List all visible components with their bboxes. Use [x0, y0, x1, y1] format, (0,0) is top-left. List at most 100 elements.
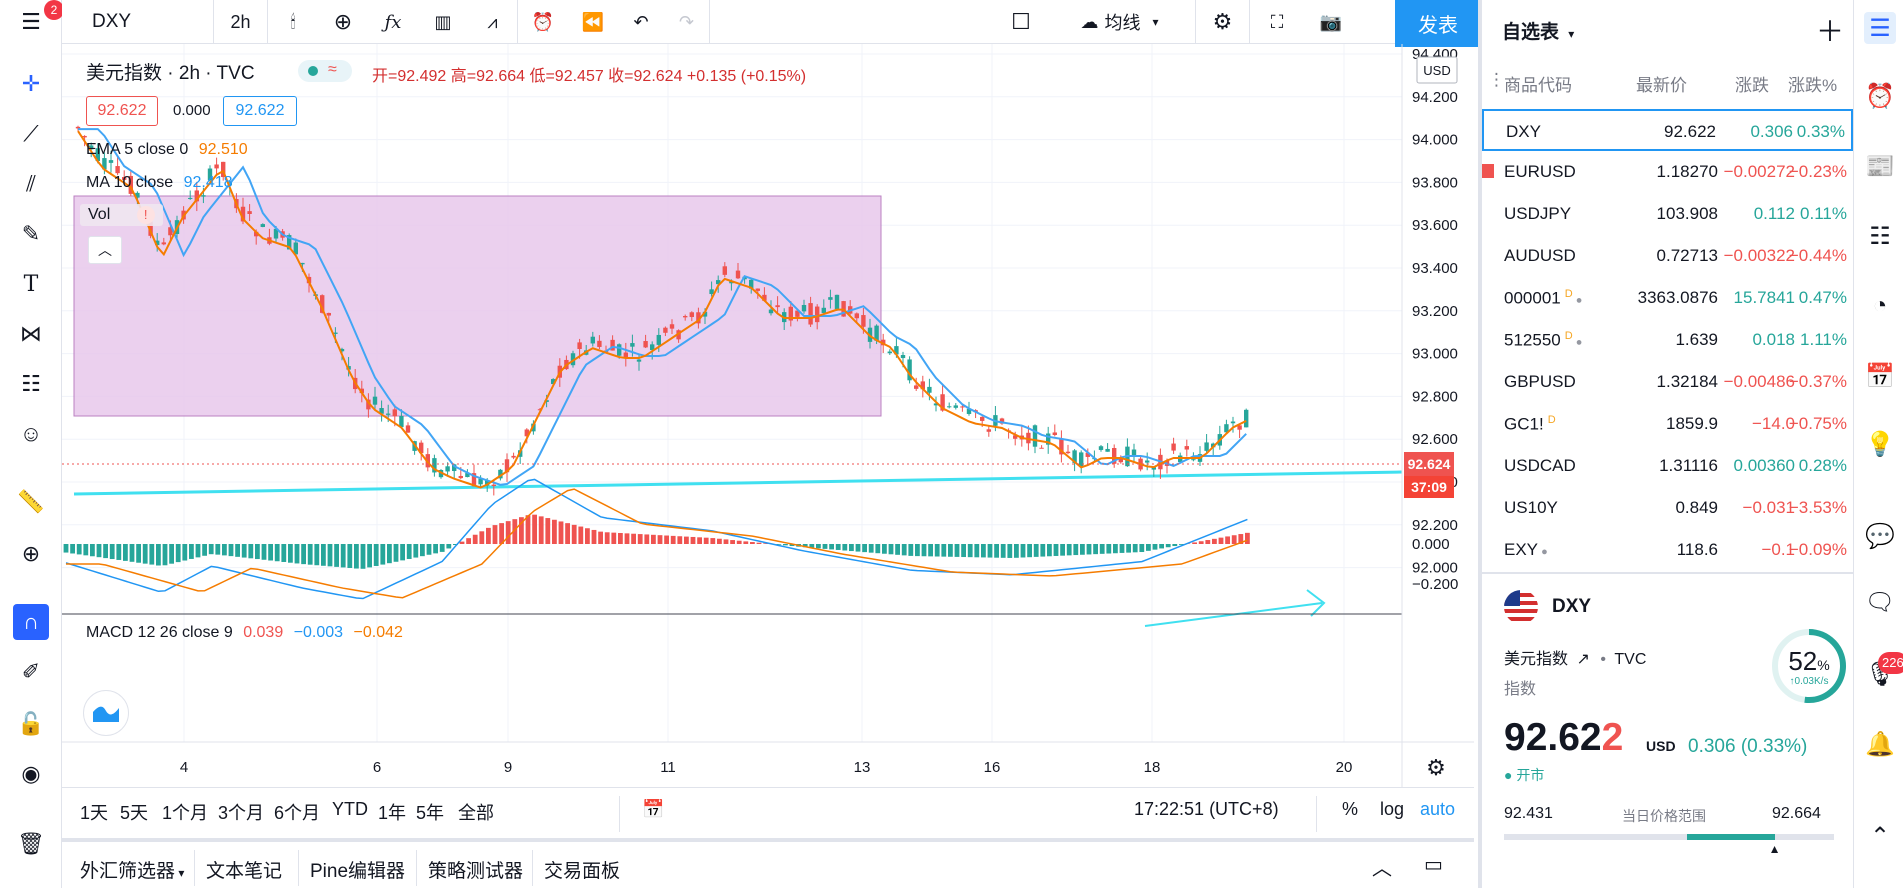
header-change-pct[interactable]: 涨跌%	[1788, 76, 1838, 95]
chart-canvas[interactable]: 94.40094.20094.00093.80093.60093.40093.2…	[62, 44, 1474, 787]
hotlists-icon[interactable]: ◔	[1872, 292, 1888, 319]
calendar-icon[interactable]: 📅	[1865, 362, 1895, 390]
range-button[interactable]: 1年	[378, 803, 407, 823]
header-last[interactable]: 最新价	[1636, 76, 1687, 95]
header-change[interactable]: 涨跌	[1735, 76, 1769, 95]
brush-icon[interactable]: ✎	[21, 221, 41, 246]
ema-legend[interactable]: EMA 5 close 0 92.510	[86, 141, 248, 159]
interval-button[interactable]: 2h	[214, 0, 268, 44]
menu-icon[interactable]: ☰	[21, 9, 41, 34]
text-tool-icon[interactable]: T	[23, 271, 39, 297]
watchlist-row[interactable]: US10Y 0.849 −0.031 −3.53%	[1482, 487, 1853, 529]
replay-icon[interactable]: ⏪	[581, 11, 605, 32]
bottom-tab[interactable]: 策略测试器	[428, 861, 524, 882]
watchlist-row[interactable]: EURUSD 1.18270 −0.00272 −0.23%	[1482, 151, 1853, 193]
magnet-icon[interactable]: ∩	[13, 604, 49, 640]
log-scale-button[interactable]: log	[1380, 799, 1405, 819]
range-button[interactable]: 5天	[120, 803, 149, 823]
watchlist-row[interactable]: USDCAD 1.31116 0.00360 0.28%	[1482, 445, 1853, 487]
add-symbol-icon[interactable]: ＋	[1816, 16, 1845, 47]
chat-icon[interactable]: 💬	[1865, 522, 1895, 550]
watchlist-row[interactable]: 512550 D ● 1.639 0.018 1.11%	[1482, 319, 1853, 361]
watchlist-row[interactable]: 000001 D ● 3363.0876 15.7841 0.47%	[1482, 277, 1853, 319]
auto-scale-button[interactable]: auto	[1420, 799, 1456, 819]
templates-icon[interactable]: ▥	[434, 11, 452, 32]
unlock-icon[interactable]: 🔓	[17, 711, 45, 736]
range-button[interactable]: 3个月	[218, 803, 265, 823]
crosshair-icon[interactable]: ✛	[21, 71, 41, 96]
alerts-clock-icon[interactable]: ⏰	[1865, 82, 1895, 110]
zoom-in-icon[interactable]: ⊕	[21, 541, 41, 566]
percent-scale-button[interactable]: %	[1342, 799, 1359, 819]
external-link-icon[interactable]: ↗	[1576, 651, 1590, 668]
vol-legend[interactable]: Vol !	[80, 204, 163, 226]
watchlist-row[interactable]: EXY ● 118.6 −0.1 −0.09%	[1482, 529, 1853, 571]
macd-legend[interactable]: MACD 12 26 close 9 0.039 −0.003 −0.042	[86, 624, 403, 642]
range-button[interactable]: YTD	[332, 799, 368, 819]
watchlist-title[interactable]: 自选表 ▾	[1502, 17, 1574, 44]
date-range-icon[interactable]: 📅	[642, 799, 665, 819]
drag-handle-icon[interactable]: ⋮	[1488, 70, 1505, 89]
chevron-up-icon[interactable]: ︿	[1372, 858, 1392, 880]
publish-button[interactable]: 发表	[1395, 0, 1481, 47]
vol-warning-icon[interactable]: !	[136, 206, 155, 224]
buy-price-box[interactable]: 92.622	[223, 96, 297, 126]
alert-icon[interactable]: ⏰	[531, 11, 555, 32]
undo-icon[interactable]: ↶	[633, 11, 649, 32]
settings-gear-icon[interactable]: ⚙	[1196, 0, 1250, 44]
bottom-tab[interactable]: 外汇筛选器 ▾	[80, 861, 185, 882]
emoji-icon[interactable]: ☺	[19, 421, 43, 446]
flag-icon[interactable]	[1482, 164, 1494, 178]
trash-icon[interactable]: 🗑	[17, 831, 45, 856]
speed-gauge[interactable]: 52% ↑0.03K/s	[1769, 626, 1849, 706]
watchlist-icon[interactable]: ☰	[1864, 12, 1896, 44]
fullscreen-icon[interactable]: ⛶	[1270, 11, 1284, 32]
watchlist-row[interactable]: DXY 92.622 0.306 0.33%	[1482, 109, 1853, 151]
eye-icon[interactable]: ◉	[21, 761, 41, 786]
fib-tool-icon[interactable]: ⫽	[26, 171, 36, 196]
watchlist-row[interactable]: USDJPY 103.908 0.112 0.11%	[1482, 193, 1853, 235]
messages-icon[interactable]: 🗨	[1864, 588, 1896, 616]
range-button[interactable]: 全部	[458, 803, 494, 823]
rectangle-drawing[interactable]	[73, 195, 882, 417]
range-button[interactable]: 6个月	[274, 803, 321, 823]
prediction-tool-icon[interactable]: ☷	[21, 371, 41, 396]
range-button[interactable]: 1个月	[162, 803, 209, 823]
status-pill[interactable]: ≈	[298, 60, 352, 82]
candle-style-icon[interactable]: 🕯	[290, 11, 296, 32]
tradingview-logo[interactable]	[83, 690, 129, 736]
header-symbol[interactable]: 商品代码	[1504, 76, 1572, 95]
bottom-tab[interactable]: 文本笔记	[206, 861, 283, 882]
lock-drawing-icon[interactable]: ✐	[21, 659, 41, 684]
maximize-panel-icon[interactable]: ▭	[1424, 854, 1443, 876]
symbol-search-button[interactable]: DXY	[62, 0, 214, 44]
notifications-bell-icon[interactable]: 🔔	[1865, 730, 1895, 758]
currency-box[interactable]	[1416, 56, 1458, 84]
indicator-template-button[interactable]: ☁ 均线 ▾	[1044, 0, 1196, 44]
axis-settings-icon[interactable]: ⚙	[1426, 755, 1446, 780]
trend-line-icon[interactable]: ⟋	[23, 121, 39, 146]
bottom-tab[interactable]: 交易面板	[544, 861, 621, 882]
financials-icon[interactable]: ⩘	[468, 0, 518, 44]
clock-text[interactable]: 17:22:51 (UTC+8)	[1134, 799, 1279, 819]
expand-icon[interactable]: ⌃	[1869, 822, 1891, 850]
indicators-icon[interactable]: ƒx	[384, 11, 402, 33]
watchlist-row[interactable]: GC1! D 1859.9 −14.0 −0.75%	[1482, 403, 1853, 445]
data-window-icon[interactable]: ☷	[1869, 222, 1891, 250]
watchlist-row[interactable]: AUDUSD 0.72713 −0.00322 −0.44%	[1482, 235, 1853, 277]
collapse-legend-button[interactable]: ︿	[88, 236, 122, 264]
ideas-icon[interactable]: 💡	[1865, 430, 1895, 458]
pattern-tool-icon[interactable]: ⋈	[20, 321, 42, 346]
compare-icon[interactable]: ⊕	[333, 9, 353, 34]
camera-icon[interactable]: 📷	[1319, 11, 1343, 32]
range-button[interactable]: 1天	[80, 803, 109, 823]
ma-legend[interactable]: MA 10 close 92.418	[86, 174, 233, 192]
layout-icon[interactable]: ☐	[1011, 9, 1031, 34]
sell-price-box[interactable]: 92.622	[86, 96, 158, 126]
news-icon[interactable]: 📰	[1865, 152, 1895, 180]
support-trend-line[interactable]	[73, 470, 1403, 496]
range-button[interactable]: 5年	[416, 803, 445, 823]
ruler-icon[interactable]: 📏	[17, 489, 45, 514]
redo-icon[interactable]: ↷	[664, 0, 710, 44]
bottom-tab[interactable]: Pine编辑器	[310, 861, 406, 882]
